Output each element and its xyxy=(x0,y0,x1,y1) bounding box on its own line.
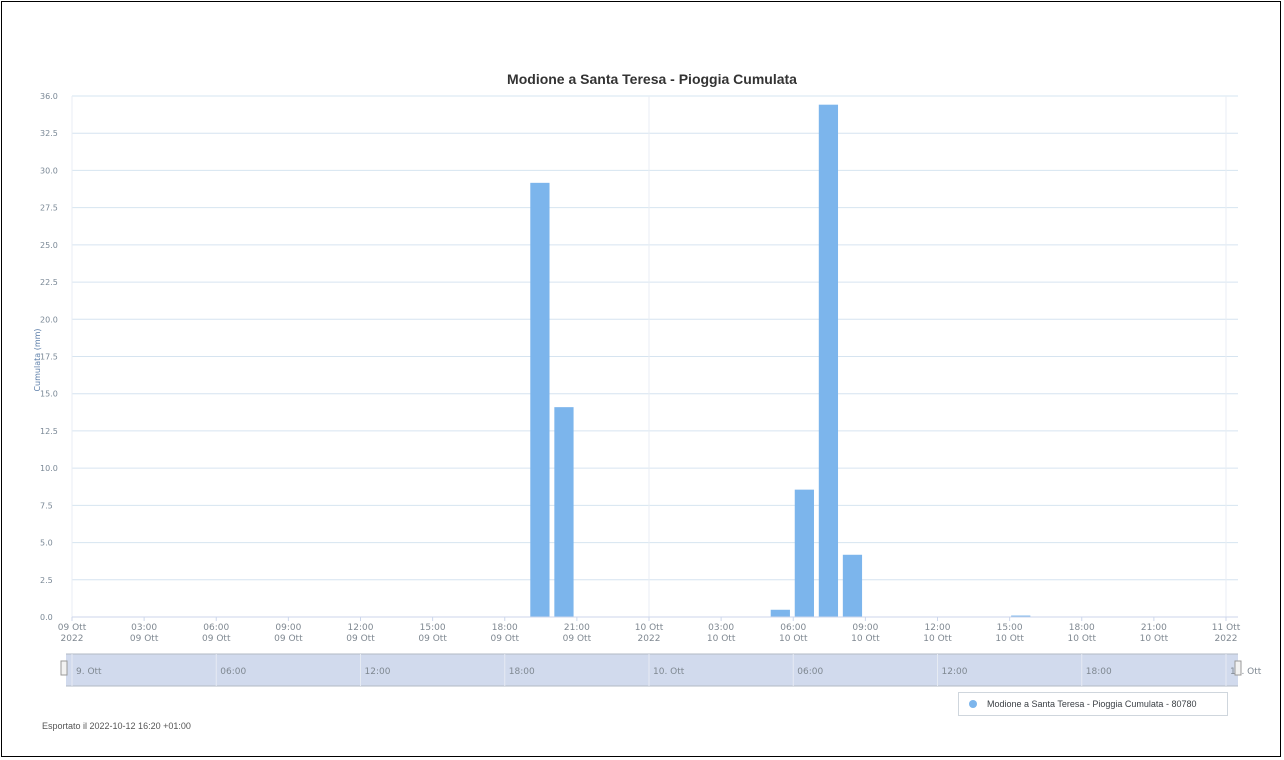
x-tick-sublabel: 09 Ott xyxy=(418,634,447,644)
x-tick-label: 09 Ott xyxy=(58,623,87,633)
y-tick-label: 12.5 xyxy=(40,427,58,436)
x-tick-label: 10 Ott xyxy=(635,623,664,633)
x-tick-sublabel: 09 Ott xyxy=(563,634,592,644)
x-tick-sublabel: 2022 xyxy=(61,634,84,644)
chart-title: Modione a Santa Teresa - Pioggia Cumulat… xyxy=(507,71,797,87)
x-tick-label: 12:00 xyxy=(348,623,374,633)
bar xyxy=(530,182,550,618)
navigator-label: 10. Ott xyxy=(653,667,685,677)
x-tick-label: 18:00 xyxy=(492,623,518,633)
x-tick-sublabel: 10 Ott xyxy=(1068,634,1097,644)
navigator-label: 06:00 xyxy=(797,667,823,677)
y-tick-label: 10.0 xyxy=(40,464,58,473)
y-tick-label: 15.0 xyxy=(40,390,58,399)
x-tick-sublabel: 10 Ott xyxy=(707,634,736,644)
navigator-label: 18:00 xyxy=(1086,667,1112,677)
y-tick-label: 20.0 xyxy=(40,315,58,324)
navigator-handle-left[interactable] xyxy=(60,660,68,676)
bar-series xyxy=(530,104,1031,618)
x-tick-label: 21:00 xyxy=(1141,623,1167,633)
x-tick-sublabel: 10 Ott xyxy=(923,634,952,644)
y-tick-label: 22.5 xyxy=(40,278,58,287)
x-tick-label: 06:00 xyxy=(780,623,806,633)
y-tick-label: 25.0 xyxy=(40,241,58,250)
x-tick-sublabel: 09 Ott xyxy=(346,634,375,644)
y-tick-label: 32.5 xyxy=(40,129,58,138)
x-tick-sublabel: 09 Ott xyxy=(274,634,303,644)
x-tick-label: 21:00 xyxy=(564,623,590,633)
x-tick-sublabel: 2022 xyxy=(638,634,661,644)
bar xyxy=(554,407,574,617)
navigator-label: 18:00 xyxy=(509,667,535,677)
x-tick-sublabel: 10 Ott xyxy=(779,634,808,644)
x-tick-label: 18:00 xyxy=(1069,623,1095,633)
y-tick-label: 27.5 xyxy=(40,204,58,213)
export-timestamp: Esportato il 2022-10-12 16:20 +01:00 xyxy=(42,721,191,731)
navigator-handle-right[interactable] xyxy=(1234,660,1242,676)
bar xyxy=(794,489,814,617)
x-tick-sublabel: 10 Ott xyxy=(851,634,880,644)
y-tick-label: 2.5 xyxy=(40,576,53,585)
x-tick-sublabel: 10 Ott xyxy=(995,634,1024,644)
bar xyxy=(770,609,790,617)
navigator-label: 06:00 xyxy=(220,667,246,677)
x-tick-label: 12:00 xyxy=(925,623,951,633)
x-tick-label: 15:00 xyxy=(997,623,1023,633)
grid-lines xyxy=(71,95,1238,618)
navigator-label: 12:00 xyxy=(365,667,391,677)
x-tick-label: 09:00 xyxy=(852,623,878,633)
x-tick-label: 03:00 xyxy=(131,623,157,633)
bar xyxy=(842,554,863,617)
x-tick-label: 09:00 xyxy=(275,623,301,633)
y-axis-labels: 0.0 2.5 5.0 7.5 10.0 12.5 15.0 17.5 20.0 22.5 25.0… xyxy=(40,92,58,622)
y-tick-label: 0.0 xyxy=(40,613,53,622)
x-tick-sublabel: 09 Ott xyxy=(491,634,520,644)
y-tick-label: 36.0 xyxy=(40,92,58,101)
bar xyxy=(818,104,839,617)
x-tick-label: 06:00 xyxy=(203,623,229,633)
y-axis-title: Cumulata (mm) xyxy=(33,328,42,391)
legend[interactable]: Modione a Santa Teresa - Pioggia Cumulat… xyxy=(958,692,1228,716)
navigator[interactable]: 9. Ott 06:00 12:00 18:00 10. Ott 06:00 12:00 18… xyxy=(60,653,1262,687)
x-tick-label: 11 Ott xyxy=(1212,623,1241,633)
y-tick-label: 7.5 xyxy=(40,501,53,510)
x-tick-sublabel: 2022 xyxy=(1215,634,1238,644)
y-tick-label: 5.0 xyxy=(40,539,53,548)
y-tick-label: 17.5 xyxy=(40,353,58,362)
x-tick-sublabel: 10 Ott xyxy=(1140,634,1169,644)
navigator-mask[interactable] xyxy=(66,654,1238,686)
x-tick-label: 03:00 xyxy=(708,623,734,633)
legend-dot-icon xyxy=(969,700,977,708)
x-tick-sublabel: 09 Ott xyxy=(130,634,159,644)
x-tick-label: 15:00 xyxy=(420,623,446,633)
navigator-label: 12:00 xyxy=(942,667,968,677)
legend-label: Modione a Santa Teresa - Pioggia Cumulat… xyxy=(987,699,1197,709)
navigator-label: 11. Ott xyxy=(1230,667,1262,677)
bar xyxy=(1011,615,1031,617)
navigator-labels: 9. Ott 06:00 12:00 18:00 10. Ott 06:00 12:00 18… xyxy=(71,654,1262,686)
navigator-label: 9. Ott xyxy=(76,667,102,677)
x-tick-sublabel: 09 Ott xyxy=(202,634,231,644)
y-tick-label: 30.0 xyxy=(40,166,58,175)
